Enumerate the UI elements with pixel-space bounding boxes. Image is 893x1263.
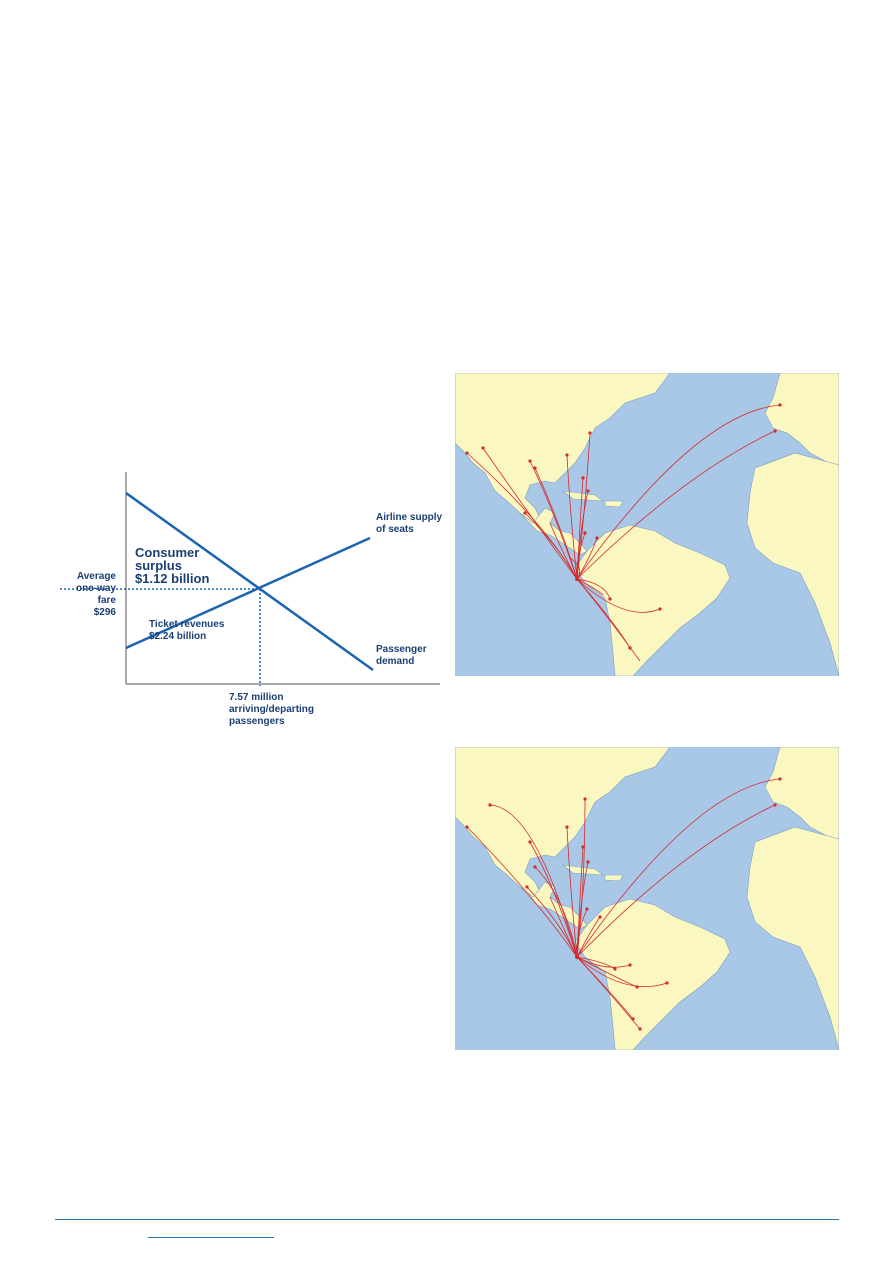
demand-curve: [125, 491, 374, 672]
route-map-bottom: [455, 747, 839, 1050]
africa-landmass: [746, 452, 839, 676]
hispaniola-island: [604, 874, 624, 882]
quantity-label: 7.57 million arriving/departing passenge…: [229, 692, 314, 728]
route-map-top: [455, 373, 839, 676]
north-america-landmass: [455, 747, 671, 898]
supply-label: Airline supply of seats: [376, 512, 442, 536]
supply-label-line1: Airline supply: [376, 512, 443, 523]
europe-landmass: [764, 373, 839, 469]
south-america-landmass: [574, 898, 731, 1050]
supply-curve: [125, 536, 371, 650]
supply-label-line2: of seats: [376, 524, 414, 535]
demand-label-line2: demand: [376, 656, 415, 667]
europe-landmass: [764, 747, 839, 843]
route-lines: [466, 404, 781, 662]
airport-dots: [465, 403, 782, 650]
consumer-surplus-value: $1.12 billion: [135, 571, 210, 586]
ticket-revenues-label: Ticket revenues $2.24 billion: [149, 619, 224, 643]
hispaniola-island: [604, 500, 624, 508]
supply-demand-chart: [60, 472, 440, 686]
quantity-label-line3: passengers: [229, 716, 285, 727]
consumer-surplus-label: Consumer surplus $1.12 billion: [135, 546, 209, 585]
footer-rule: [55, 1219, 839, 1220]
footer-link-underline[interactable]: [148, 1237, 274, 1238]
fare-label-value: $296: [93, 607, 116, 618]
demand-label-line1: Passenger: [376, 644, 427, 655]
airport-dots: [465, 777, 782, 1031]
fare-label-line2: one-way fare: [75, 583, 116, 606]
route-lines: [466, 778, 781, 1030]
fare-label-line1: Average: [76, 571, 116, 582]
ticket-revenues-value: $2.24 billion: [149, 631, 207, 642]
quantity-label-line2: arriving/departing: [229, 704, 315, 715]
quantity-label-line1: 7.57 million: [229, 692, 284, 703]
africa-landmass: [746, 826, 839, 1050]
demand-label: Passenger demand: [376, 644, 427, 668]
fare-label: Average one-way fare $296: [60, 571, 116, 619]
consumer-surplus-title: Consumer surplus: [135, 545, 200, 573]
south-america-landmass: [574, 524, 731, 676]
ticket-revenues-title: Ticket revenues: [149, 619, 225, 630]
